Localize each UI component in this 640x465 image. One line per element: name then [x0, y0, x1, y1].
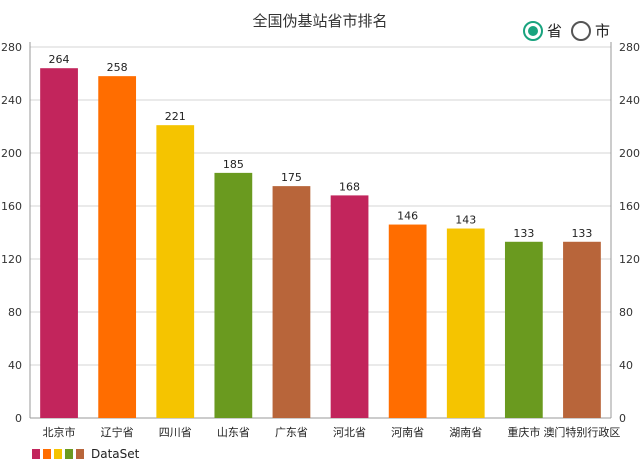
- bar-value-label: 143: [455, 214, 476, 227]
- y-tick-label: 80: [8, 306, 22, 319]
- x-category-label: 河南省: [391, 426, 424, 439]
- x-category-label: 重庆市: [507, 425, 540, 439]
- x-category-label: 河北省: [333, 426, 366, 439]
- bar-value-label: 221: [165, 110, 186, 123]
- y-tick-label: 40: [8, 359, 22, 372]
- legend-swatch: [54, 449, 62, 459]
- legend-swatches: [32, 449, 87, 459]
- bar: [40, 68, 78, 418]
- y-tick-label: 0: [15, 412, 22, 425]
- y-tick-label: 280: [1, 41, 22, 54]
- legend-swatch: [43, 449, 51, 459]
- bar: [504, 241, 543, 418]
- y-tick-label-right: 200: [619, 147, 640, 160]
- province-toggle[interactable]: 省: [523, 20, 562, 41]
- y-tick-label: 240: [1, 94, 22, 107]
- x-category-label: 广东省: [275, 426, 308, 439]
- bar: [214, 172, 253, 418]
- legend-label: DataSet: [91, 447, 140, 461]
- y-tick-label-right: 120: [619, 253, 640, 266]
- city-radio-icon[interactable]: [571, 20, 591, 41]
- legend-swatch: [65, 449, 73, 459]
- x-category-label: 北京市: [43, 425, 76, 439]
- x-category-label: 四川省: [159, 426, 192, 439]
- bar: [330, 195, 369, 418]
- bar-value-label: 133: [571, 227, 592, 240]
- x-category-label: 辽宁省: [101, 425, 134, 439]
- bar: [388, 224, 427, 418]
- x-category-label: 澳门特别行政区: [543, 425, 620, 439]
- bar: [563, 241, 601, 418]
- y-tick-label: 160: [1, 200, 22, 213]
- bar: [272, 186, 311, 418]
- bar-value-label: 264: [49, 53, 70, 66]
- legend-swatch: [76, 449, 84, 459]
- bar-value-label: 133: [513, 227, 534, 240]
- city-toggle[interactable]: 市: [571, 20, 610, 41]
- y-tick-label: 120: [1, 253, 22, 266]
- province-label: 省: [547, 22, 563, 40]
- chart-legend: DataSet: [32, 447, 139, 461]
- bar: [98, 76, 137, 419]
- bar: [446, 228, 485, 418]
- bar-value-label: 258: [107, 61, 128, 74]
- y-tick-label-right: 80: [619, 306, 633, 319]
- y-tick-label-right: 280: [619, 41, 640, 54]
- y-tick-label-right: 240: [619, 94, 640, 107]
- bar-value-label: 175: [281, 171, 302, 184]
- city-label: 市: [595, 22, 611, 40]
- province-radio-icon[interactable]: [523, 20, 543, 41]
- y-tick-label-right: 0: [619, 412, 626, 425]
- x-category-label: 山东省: [217, 426, 250, 439]
- y-tick-label-right: 160: [619, 200, 640, 213]
- bar-value-label: 168: [339, 180, 360, 193]
- legend-swatch: [32, 449, 40, 459]
- bar: [156, 125, 195, 419]
- x-category-label: 湖南省: [449, 426, 482, 439]
- chart-title: 全国伪基站省市排名: [252, 12, 388, 30]
- y-tick-label: 200: [1, 147, 22, 160]
- y-tick-label-right: 40: [619, 359, 633, 372]
- bar-value-label: 146: [397, 210, 418, 223]
- bar-value-label: 185: [223, 158, 244, 171]
